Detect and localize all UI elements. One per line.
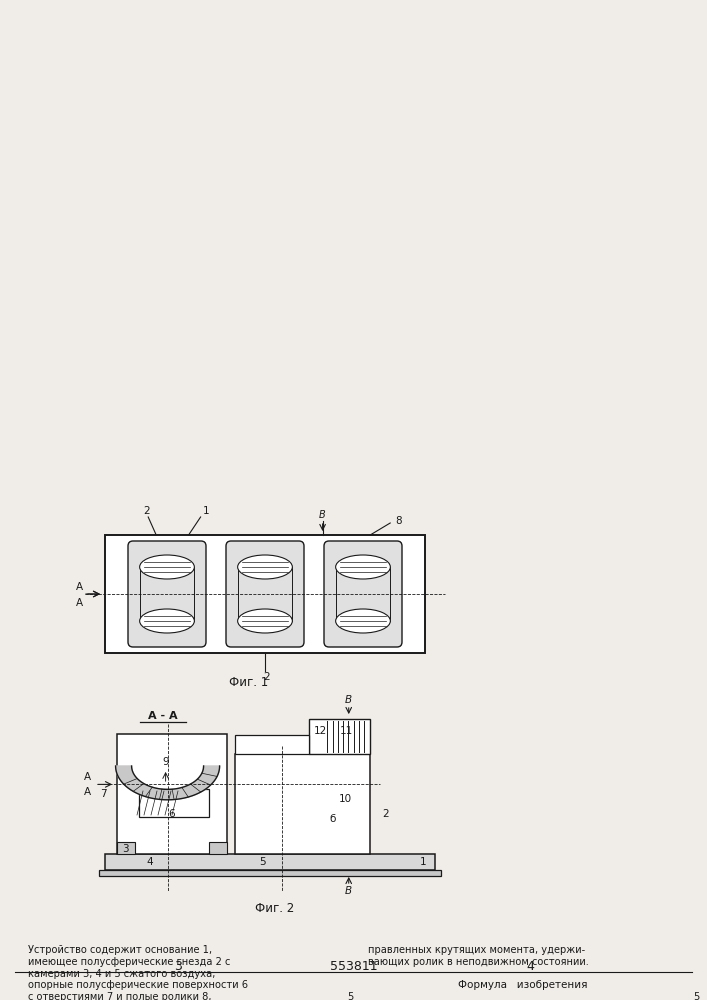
Text: 1: 1 [420,857,426,867]
Ellipse shape [336,609,390,633]
FancyBboxPatch shape [128,541,206,647]
Ellipse shape [336,555,390,579]
Text: 12: 12 [314,726,327,736]
Text: 8: 8 [395,516,402,526]
Text: имеющее полусферические гнезда 2 с: имеющее полусферические гнезда 2 с [28,957,230,967]
Text: 2: 2 [264,672,270,682]
Text: Устройство содержит основание 1,: Устройство содержит основание 1, [28,945,212,955]
Text: 4: 4 [526,960,534,973]
Text: 5: 5 [693,992,699,1000]
Bar [139,789,209,817]
Text: 5: 5 [346,992,353,1000]
Text: B: B [345,886,352,896]
Text: опорные полусферические поверхности 6: опорные полусферические поверхности 6 [28,980,248,990]
Text: 9: 9 [163,757,169,767]
Bar [117,734,227,854]
Text: 4: 4 [146,857,153,867]
Text: камерами 3, 4 и 5 сжатого воздуха,: камерами 3, 4 и 5 сжатого воздуха, [28,969,216,979]
Text: B: B [345,695,352,705]
Polygon shape [116,766,220,800]
Text: 6: 6 [169,809,175,819]
Text: A: A [76,598,83,608]
Text: B: B [320,510,326,520]
FancyBboxPatch shape [324,541,402,647]
Text: 7: 7 [100,789,106,799]
Text: Формула   изобретения: Формула изобретения [458,980,588,990]
Text: вающих ролик в неподвижном состоянии.: вающих ролик в неподвижном состоянии. [368,957,589,967]
Bar [235,735,309,754]
Text: 2: 2 [382,809,389,819]
Bar [117,842,135,854]
Text: Фиг. 1: Фиг. 1 [229,676,269,690]
Bar [235,754,370,854]
Text: правленных крутящих момента, удержи-: правленных крутящих момента, удержи- [368,945,585,955]
Text: 2: 2 [143,506,149,516]
Bar [99,870,441,876]
Text: б: б [329,814,335,824]
Text: 10: 10 [339,794,352,804]
Text: A: A [84,787,91,797]
Text: 1: 1 [204,506,210,516]
Ellipse shape [140,555,194,579]
Text: 3: 3 [174,960,182,973]
Text: 553811: 553811 [330,960,378,973]
Text: A: A [84,772,91,782]
Bar [105,535,425,653]
Ellipse shape [238,609,293,633]
Bar [209,842,227,854]
Bar [105,854,435,870]
Ellipse shape [140,609,194,633]
FancyBboxPatch shape [226,541,304,647]
Text: 3: 3 [122,844,128,854]
Text: с отверстиями 7 и полые ролики 8,: с отверстиями 7 и полые ролики 8, [28,992,211,1000]
Ellipse shape [238,555,293,579]
Text: A - A: A - A [148,711,177,721]
Text: Фиг. 2: Фиг. 2 [255,902,295,914]
Bar [309,719,370,754]
Text: 5: 5 [259,857,266,867]
Text: A: A [76,582,83,592]
Text: 11: 11 [340,726,354,736]
